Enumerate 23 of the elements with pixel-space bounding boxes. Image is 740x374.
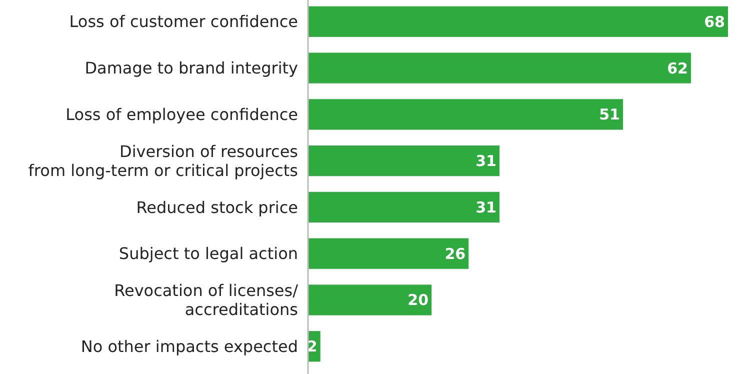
bar (308, 192, 500, 223)
data-label: 31 (476, 152, 496, 170)
data-label: 68 (704, 12, 725, 31)
bar (308, 6, 728, 37)
data-label: 2 (306, 338, 318, 356)
bar (308, 99, 623, 130)
bar (308, 284, 432, 316)
data-label: 20 (408, 291, 429, 310)
y-tick-label: Damage to brand integrity (84, 58, 298, 78)
bar (308, 145, 500, 176)
y-tick-label: No other impacts expected (80, 336, 298, 356)
data-label: 51 (599, 106, 620, 124)
y-tick-label: Subject to legal action (118, 244, 298, 264)
bar (308, 238, 469, 269)
y-tick-label: Loss of customer confidence (69, 12, 298, 32)
data-label: 26 (444, 244, 466, 263)
data-label: 31 (476, 198, 496, 216)
y-tick-label: Loss of employee confidence (66, 105, 298, 124)
y-tick-label: Revocation of licenses/ accreditations (114, 281, 299, 320)
bar (308, 52, 691, 84)
y-tick-label: Diversion of resources from long-term or critical projects (28, 142, 298, 180)
y-tick-label: Reduced stock price (136, 198, 298, 217)
data-label: 62 (667, 59, 688, 78)
